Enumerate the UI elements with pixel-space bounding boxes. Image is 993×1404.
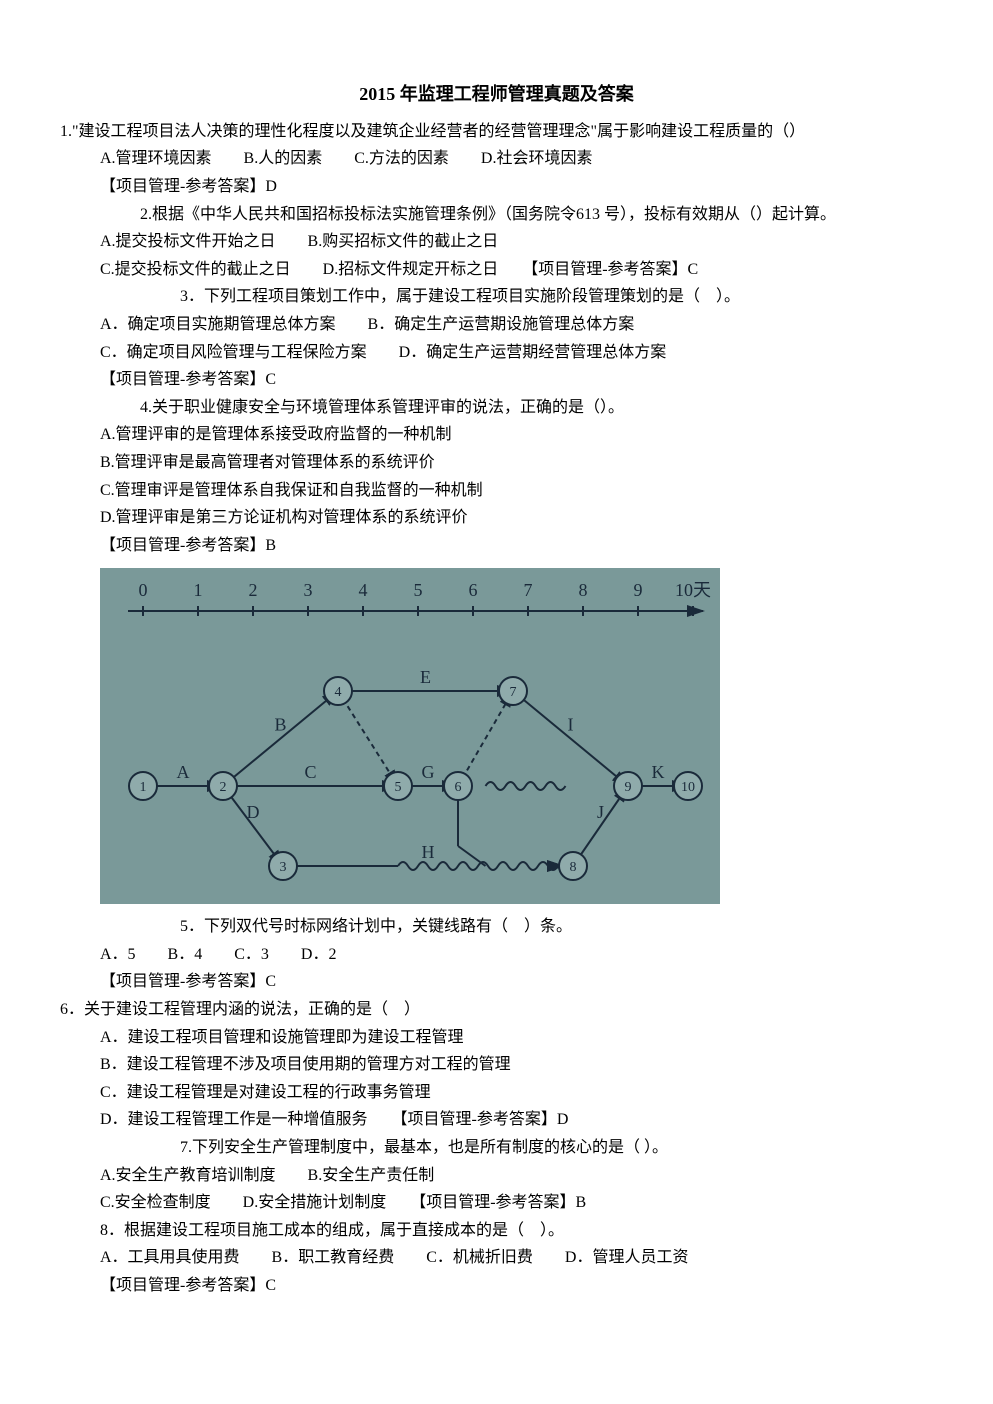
- svg-text:2: 2: [220, 780, 227, 795]
- q6-optD: D．建设工程管理工作是一种增值服务 【项目管理-参考答案】D: [60, 1107, 933, 1133]
- document-title: 2015 年监理工程师管理真题及答案: [60, 80, 933, 109]
- svg-text:6: 6: [469, 580, 478, 600]
- q3-answer: 【项目管理-参考答案】C: [60, 367, 933, 393]
- svg-text:A: A: [177, 762, 190, 782]
- svg-text:5: 5: [395, 780, 402, 795]
- svg-text:8: 8: [570, 860, 577, 875]
- svg-text:7: 7: [510, 685, 517, 700]
- q4-optA: A.管理评审的是管理体系接受政府监督的一种机制: [60, 422, 933, 448]
- q5-answer: 【项目管理-参考答案】C: [60, 969, 933, 995]
- q6-optB: B．建设工程管理不涉及项目使用期的管理方对工程的管理: [60, 1052, 933, 1078]
- svg-text:J: J: [597, 802, 604, 822]
- svg-text:7: 7: [524, 580, 533, 600]
- svg-text:9: 9: [625, 780, 632, 795]
- q5-options: A．5 B．4 C．3 D．2: [60, 942, 933, 968]
- q7-text: 7.下列安全生产管理制度中，最基本，也是所有制度的核心的是（ ）。: [60, 1135, 933, 1161]
- svg-text:1: 1: [140, 780, 147, 795]
- svg-text:4: 4: [359, 580, 368, 600]
- q3-opt1: A．确定项目实施期管理总体方案 B．确定生产运营期设施管理总体方案: [60, 312, 933, 338]
- q8-options: A．工具用具使用费 B．职工教育经费 C．机械折旧费 D．管理人员工资: [60, 1245, 933, 1271]
- q1-answer: 【项目管理-参考答案】D: [60, 174, 933, 200]
- q8-text: 8．根据建设工程项目施工成本的组成，属于直接成本的是（ ）。: [60, 1218, 933, 1244]
- svg-text:1: 1: [194, 580, 203, 600]
- q2-text: 2.根据《中华人民共和国招标投标法实施管理条例》（国务院令613 号），投标有效…: [60, 202, 933, 228]
- diagram-svg: 0 1 2 3 4 5 6 7 8 9 10天 A B C D E G H I J K 1 2 3 4 5 6 7 8 9 10: [108, 576, 712, 896]
- svg-text:B: B: [274, 715, 286, 735]
- svg-text:0: 0: [139, 580, 148, 600]
- q7-opt1: A.安全生产教育培训制度 B.安全生产责任制: [60, 1163, 933, 1189]
- svg-text:H: H: [422, 842, 435, 862]
- q7-opt2: C.安全检查制度 D.安全措施计划制度 【项目管理-参考答案】B: [60, 1190, 933, 1216]
- svg-text:10天: 10天: [675, 580, 711, 600]
- q6-optA: A．建设工程项目管理和设施管理即为建设工程管理: [60, 1025, 933, 1051]
- q4-optC: C.管理审评是管理体系自我保证和自我监督的一种机制: [60, 478, 933, 504]
- q8-answer: 【项目管理-参考答案】C: [60, 1273, 933, 1299]
- q6-text: 6．关于建设工程管理内涵的说法，正确的是（ ）: [60, 997, 933, 1023]
- svg-text:10: 10: [681, 780, 695, 795]
- q1-options: A.管理环境因素 B.人的因素 C.方法的因素 D.社会环境因素: [60, 146, 933, 172]
- svg-text:G: G: [422, 762, 435, 782]
- svg-text:5: 5: [414, 580, 423, 600]
- svg-text:3: 3: [304, 580, 313, 600]
- q3-opt2: C．确定项目风险管理与工程保险方案 D．确定生产运营期经营管理总体方案: [60, 340, 933, 366]
- svg-text:3: 3: [280, 860, 287, 875]
- q4-answer: 【项目管理-参考答案】B: [60, 533, 933, 559]
- svg-text:4: 4: [335, 685, 342, 700]
- q4-optB: B.管理评审是最高管理者对管理体系的系统评价: [60, 450, 933, 476]
- q1-text: 1."建设工程项目法人决策的理性化程度以及建筑企业经营者的经营管理理念"属于影响…: [60, 119, 933, 145]
- svg-text:8: 8: [579, 580, 588, 600]
- q5-text: 5．下列双代号时标网络计划中，关键线路有（ ）条。: [60, 914, 933, 940]
- q2-opt1: A.提交投标文件开始之日 B.购买招标文件的截止之日: [60, 229, 933, 255]
- svg-text:2: 2: [249, 580, 258, 600]
- q4-optD: D.管理评审是第三方论证机构对管理体系的系统评价: [60, 505, 933, 531]
- svg-text:K: K: [652, 762, 665, 782]
- svg-text:I: I: [568, 715, 574, 735]
- q4-text: 4.关于职业健康安全与环境管理体系管理评审的说法，正确的是（）。: [60, 395, 933, 421]
- svg-text:E: E: [420, 667, 431, 687]
- svg-text:C: C: [304, 762, 316, 782]
- svg-text:9: 9: [634, 580, 643, 600]
- q6-optC: C．建设工程管理是对建设工程的行政事务管理: [60, 1080, 933, 1106]
- q3-text: 3．下列工程项目策划工作中，属于建设工程项目实施阶段管理策划的是（ ）。: [60, 284, 933, 310]
- q2-opt2: C.提交投标文件的截止之日 D.招标文件规定开标之日 【项目管理-参考答案】C: [60, 257, 933, 283]
- network-diagram: 0 1 2 3 4 5 6 7 8 9 10天 A B C D E G H I J K 1 2 3 4 5 6 7 8 9 10: [100, 568, 720, 904]
- svg-text:6: 6: [455, 780, 462, 795]
- svg-text:D: D: [247, 802, 260, 822]
